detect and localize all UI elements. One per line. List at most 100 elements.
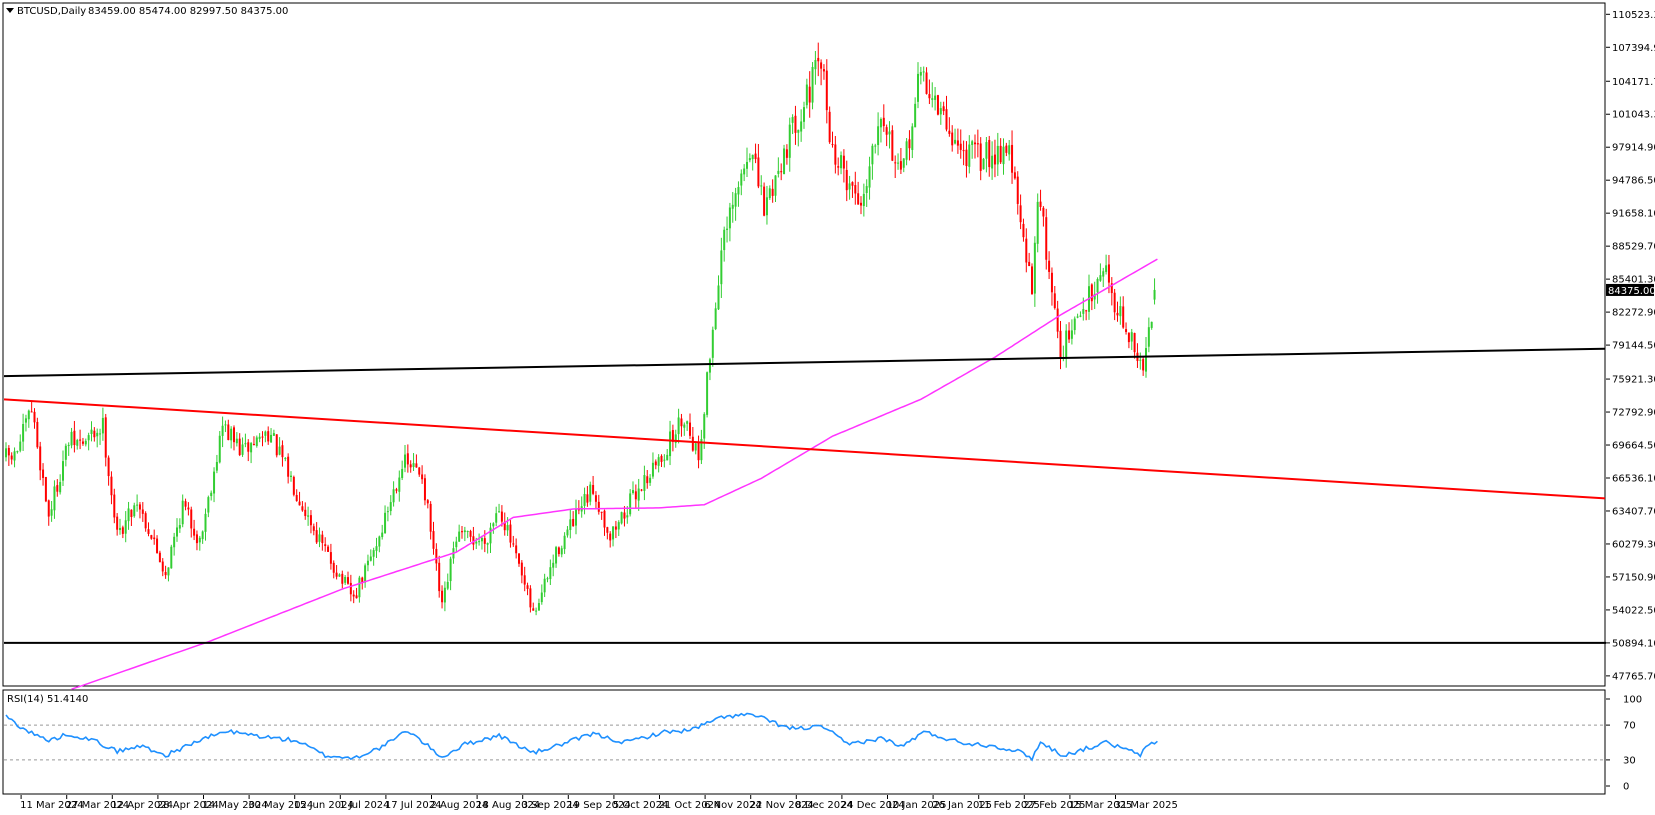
candle-body	[224, 424, 227, 426]
candle-body	[195, 534, 198, 544]
candle-body	[982, 158, 985, 170]
candle-body	[184, 501, 187, 507]
candle-body	[1085, 310, 1088, 312]
candle-body	[612, 526, 615, 540]
price-axis-label: 54022.50	[1612, 605, 1655, 616]
candle-body	[270, 434, 273, 443]
descending-red-trendline[interactable]	[3, 398, 1606, 500]
candle-body	[922, 71, 925, 73]
price-axis-label: 63407.70	[1612, 506, 1655, 517]
candle-body	[1022, 223, 1025, 238]
candle-body	[44, 476, 47, 502]
candle-body	[840, 155, 843, 169]
candle-body	[649, 477, 652, 483]
candle-body	[483, 538, 486, 544]
candle-body	[594, 495, 597, 502]
time-axis-label: 8 Dec 2024	[795, 800, 853, 811]
candle-body	[500, 511, 503, 522]
candle-body	[176, 527, 178, 537]
candle-body	[897, 162, 900, 164]
candle-body	[64, 445, 67, 460]
candle-body	[329, 552, 332, 564]
candle-body	[905, 141, 908, 160]
candle-body	[167, 567, 170, 576]
candle-body	[59, 481, 62, 493]
candle-body	[1068, 330, 1071, 340]
candle-body	[717, 285, 720, 310]
price-panel-frame	[2, 2, 1606, 687]
price-axis-label: 72792.90	[1612, 408, 1655, 419]
candle-body	[110, 476, 113, 496]
candle-body	[614, 526, 617, 530]
candle-body	[703, 414, 706, 439]
candle-body	[999, 145, 1002, 163]
candle-body	[951, 132, 954, 146]
candle-body	[284, 457, 287, 459]
candle-body	[181, 500, 184, 525]
price-axis-label: 82272.90	[1612, 308, 1655, 319]
candle-body	[928, 94, 931, 99]
candle-body	[230, 428, 233, 441]
candle-body	[654, 461, 657, 466]
candle-body	[1016, 176, 1019, 204]
candle-body	[797, 129, 800, 133]
time-axis-label: 27 Mar 2024	[66, 800, 129, 811]
candle-body	[891, 130, 894, 161]
candle-body	[948, 130, 951, 134]
candle-body	[7, 447, 10, 456]
candle-body	[686, 421, 689, 424]
candle-body	[748, 158, 751, 161]
candle-body	[42, 469, 45, 478]
candle-body	[81, 441, 84, 444]
time-axis-label: 11 Feb 2025	[978, 800, 1040, 811]
candle-body	[178, 525, 181, 529]
candle-body	[170, 546, 173, 569]
time-axis-label: 6 Nov 2024	[704, 800, 762, 811]
candle-body	[557, 547, 560, 555]
candle-body	[435, 548, 438, 564]
price-axis-label: 104171.70	[1612, 77, 1655, 88]
candle-body	[298, 501, 301, 506]
candle-body	[1147, 327, 1150, 347]
candle-body	[463, 530, 466, 533]
candle-body	[315, 530, 318, 543]
candle-body	[1130, 332, 1133, 342]
candle-body	[401, 468, 404, 478]
candle-body	[22, 423, 25, 442]
candle-body	[879, 119, 882, 128]
candle-body	[956, 140, 959, 146]
candle-body	[349, 582, 352, 595]
candle-body	[862, 193, 865, 207]
candle-body	[1056, 308, 1059, 332]
candle-body	[318, 534, 321, 542]
candle-body	[275, 434, 278, 456]
candle-body	[820, 62, 823, 69]
candle-body	[87, 435, 90, 441]
candle-body	[851, 182, 854, 186]
candle-body	[637, 488, 640, 501]
candle-body	[740, 173, 743, 186]
candle-body	[899, 161, 902, 170]
candle-body	[76, 440, 79, 446]
price-axis-label: 94786.50	[1612, 176, 1655, 187]
candle-body	[307, 515, 310, 517]
candle-body	[552, 562, 555, 568]
moving-average-line	[71, 258, 1158, 690]
candle-body	[1116, 312, 1119, 316]
price-plot-area[interactable]	[3, 42, 1606, 690]
candle-body	[822, 69, 825, 72]
candle-body	[808, 86, 811, 103]
candle-body	[954, 139, 957, 144]
candle-body	[1002, 146, 1005, 165]
candle-body	[50, 509, 53, 516]
rsi-axis-label: 100	[1623, 695, 1642, 706]
ascending-black-line[interactable]	[3, 347, 1606, 378]
candle-body	[395, 489, 398, 491]
candle-body	[173, 536, 176, 548]
triangle-down-icon[interactable]	[6, 8, 14, 13]
candle-body	[62, 461, 64, 481]
candle-body	[540, 592, 543, 603]
candle-body	[911, 126, 914, 150]
candle-body	[36, 421, 39, 448]
